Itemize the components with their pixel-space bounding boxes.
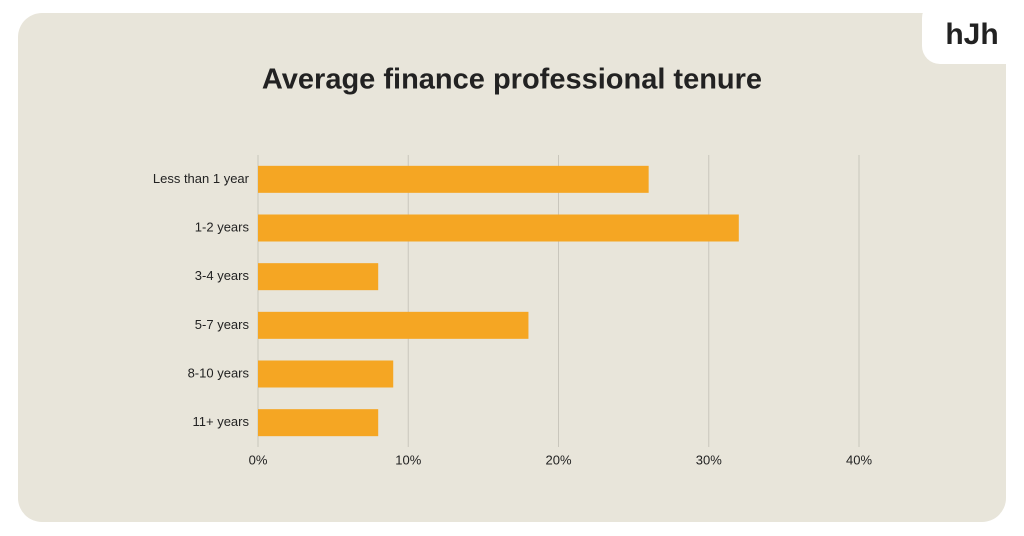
x-tick-label: 40% — [846, 452, 872, 467]
logo: hJh — [945, 18, 998, 51]
card — [18, 13, 1006, 522]
bar — [258, 409, 379, 437]
y-tick-label: 1-2 years — [195, 219, 250, 234]
bar — [258, 214, 739, 242]
bar — [258, 165, 649, 193]
y-tick-label: 3-4 years — [195, 268, 250, 283]
x-tick-label: 20% — [545, 452, 571, 467]
y-tick-label: 8-10 years — [188, 365, 250, 380]
bar — [258, 311, 529, 339]
chart-title: Average finance professional tenure — [262, 64, 762, 96]
x-tick-label: 10% — [395, 452, 421, 467]
x-tick-label: 0% — [249, 452, 268, 467]
x-tick-label: 30% — [696, 452, 722, 467]
bar — [258, 360, 394, 388]
logo-tab — [922, 0, 1024, 64]
bar — [258, 263, 379, 291]
y-tick-label: Less than 1 year — [153, 171, 250, 186]
y-tick-label: 11+ years — [193, 414, 250, 429]
y-tick-label: 5-7 years — [195, 317, 250, 332]
